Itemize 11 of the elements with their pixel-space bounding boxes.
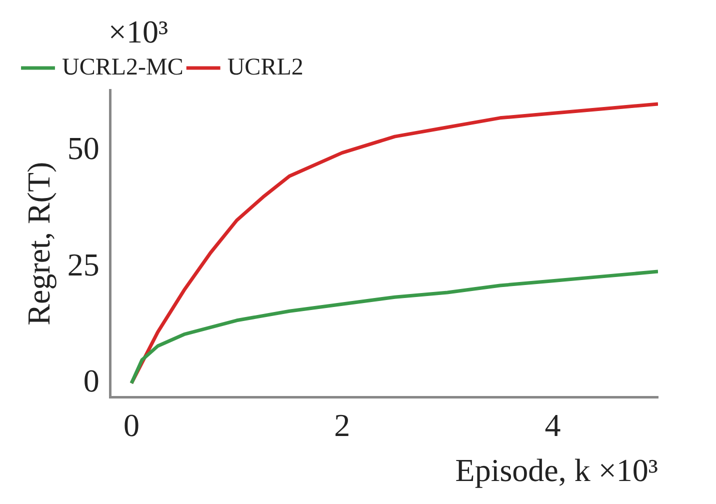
y-axis-title: Regret, R(T)	[20, 162, 57, 326]
y-tick-label: 0	[83, 362, 100, 399]
x-tick-label: 0	[123, 406, 140, 443]
y-tick-label: 50	[67, 130, 100, 166]
x-tick-label: 4	[544, 406, 561, 443]
x-axis-title: Episode, k ×10³	[455, 452, 658, 488]
legend-label: UCRL2	[227, 54, 304, 80]
legend-label: UCRL2-MC	[62, 54, 184, 80]
x-tick-label: 2	[334, 406, 350, 443]
y-tick-label: 25	[67, 246, 100, 282]
text: ×10³	[108, 13, 168, 50]
